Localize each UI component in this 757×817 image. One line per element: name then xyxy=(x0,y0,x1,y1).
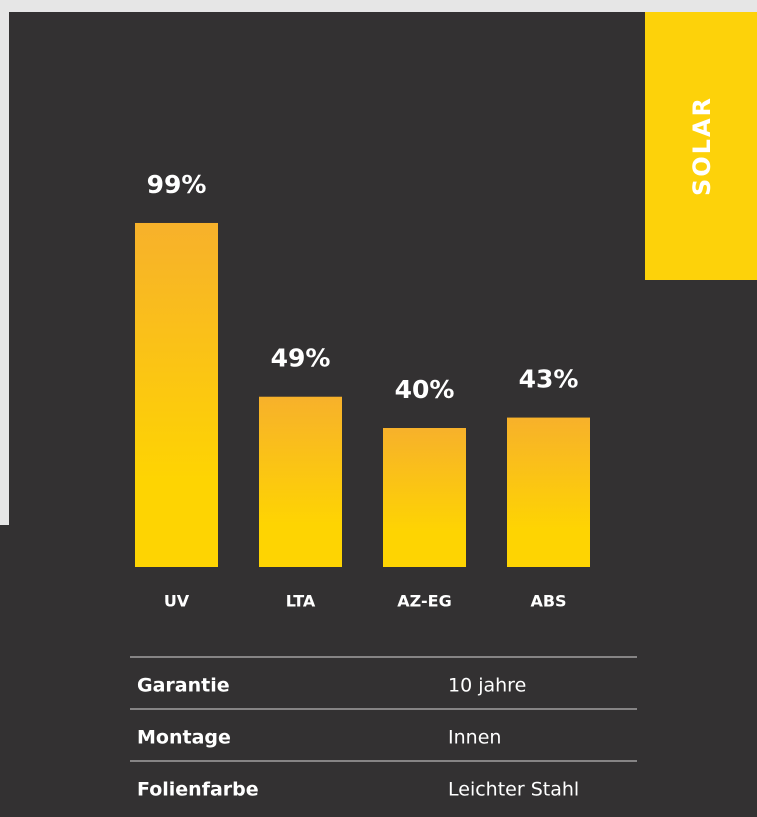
row-value: Leichter Stahl xyxy=(448,779,579,801)
row-key: Folienfarbe xyxy=(137,779,259,801)
category-label: UV xyxy=(164,592,190,611)
row-value: 10 jahre xyxy=(448,675,526,697)
bar xyxy=(383,428,466,567)
bar xyxy=(507,417,590,567)
left-strip xyxy=(0,0,9,525)
bar xyxy=(259,396,342,567)
top-strip xyxy=(0,0,757,12)
badge xyxy=(645,12,757,280)
row-key: Montage xyxy=(137,727,231,749)
value-label: 49% xyxy=(271,344,331,373)
value-label: 99% xyxy=(147,170,207,199)
bar xyxy=(135,222,218,567)
value-label: 43% xyxy=(519,365,579,394)
category-label: AZ-EG xyxy=(397,592,451,611)
row-key: Garantie xyxy=(137,675,230,697)
badge-label: SOLAR xyxy=(688,96,716,196)
value-label: 40% xyxy=(395,375,455,404)
category-label: LTA xyxy=(286,592,316,611)
row-value: Innen xyxy=(448,727,501,749)
category-label: ABS xyxy=(530,592,566,611)
